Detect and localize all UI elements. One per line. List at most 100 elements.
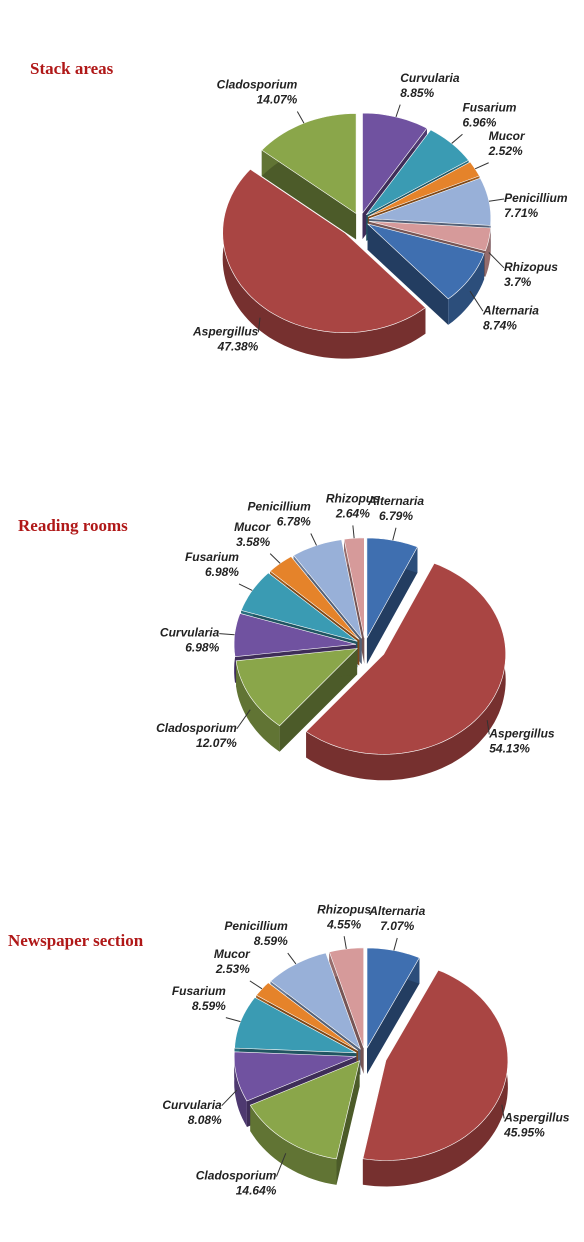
slice-label: Cladosporium [156, 721, 237, 735]
leader-line [310, 533, 317, 546]
slice-value-label: 14.64% [236, 1184, 277, 1198]
leader-line [352, 525, 355, 539]
leader-line [225, 1017, 241, 1023]
slice-value-label: 7.71% [504, 206, 538, 220]
pie-slice [328, 947, 364, 1049]
slice-value-label: 6.98% [205, 565, 239, 579]
slice-value-label: 6.98% [185, 641, 219, 655]
pie-slice [367, 161, 480, 217]
leader-line [343, 936, 347, 949]
slice-value-label: 8.85% [400, 86, 434, 100]
slice-label: Mucor [214, 947, 251, 961]
leader-line [287, 952, 297, 965]
leader-line [249, 980, 263, 990]
slice-value-label: 2.64% [335, 507, 370, 521]
slice-side [336, 1060, 360, 1185]
slice-label: Aspergillus [488, 727, 555, 741]
slice-value-label: 14.07% [257, 93, 298, 107]
pie-slice [343, 537, 365, 638]
leader-line [296, 111, 305, 124]
slice-label: Alternaria [367, 494, 424, 508]
leader-line [451, 133, 463, 144]
slice-side [234, 1051, 247, 1127]
slice-side [236, 660, 280, 752]
slice-value-label: 4.55% [326, 917, 361, 931]
slice-value-label: 2.52% [488, 144, 523, 158]
slice-side [250, 1105, 337, 1185]
slice-label: Fusarium [185, 550, 239, 564]
pie-slice [366, 947, 420, 1050]
leader-line [501, 1104, 505, 1119]
slice-side [366, 546, 418, 664]
leader-line [486, 720, 490, 735]
slice-label: Mucor [234, 520, 271, 534]
slice-side [485, 228, 491, 277]
slice-label: Cladosporium [196, 1169, 277, 1183]
slice-value-label: 54.13% [489, 742, 530, 756]
leader-line [488, 198, 505, 202]
slice-label: Alternaria [368, 904, 425, 918]
slice-value-label: 7.07% [380, 919, 414, 933]
chart-title: Stack areas [30, 59, 114, 78]
pie-slice [366, 129, 470, 216]
slice-label: Fusarium [172, 984, 226, 998]
slice-label: Aspergillus [192, 325, 259, 339]
leader-line [257, 317, 261, 333]
slice-label: Penicillium [247, 500, 311, 514]
slice-value-label: 8.59% [192, 999, 226, 1013]
pie-slice [269, 556, 360, 640]
slice-side [306, 563, 506, 781]
leader-line [393, 937, 398, 951]
pie-slice [233, 1051, 357, 1102]
slice-value-label: 8.59% [254, 934, 288, 948]
pie-slice [233, 613, 357, 658]
leader-line [236, 709, 251, 730]
pie-slice [368, 221, 491, 252]
slice-value-label: 6.79% [379, 509, 413, 523]
slice-label: Curvularia [160, 626, 220, 640]
slice-label: Penicillium [224, 919, 288, 933]
leader-line [269, 553, 281, 564]
pie-slice [293, 539, 362, 639]
pie-slice [305, 562, 507, 755]
slice-label: Cladosporium [217, 78, 298, 92]
pie-slice [362, 969, 509, 1161]
leader-line [474, 162, 489, 170]
leader-line [488, 252, 505, 269]
slice-label: Curvularia [162, 1098, 222, 1112]
pie-slice [270, 952, 361, 1050]
slice-value-label: 3.58% [236, 535, 270, 549]
chart-title: Newspaper section [8, 931, 144, 950]
pie-slice [249, 1060, 361, 1160]
pie-slice [366, 537, 418, 640]
pie-slice [235, 648, 358, 727]
slice-label: Rhizopus [326, 492, 380, 506]
pie-slice [240, 572, 358, 642]
pie-slice [234, 997, 357, 1054]
chart-title: Reading rooms [18, 516, 128, 535]
slice-value-label: 45.95% [503, 1126, 545, 1140]
leader-line [469, 290, 484, 312]
pie-slice [367, 223, 485, 300]
pie-slice [222, 168, 426, 333]
leader-line [395, 104, 401, 118]
slice-label: Rhizopus [317, 902, 371, 916]
slice-value-label: 2.53% [215, 962, 250, 976]
leader-line [238, 583, 253, 591]
slice-side [367, 223, 449, 325]
slice-value-label: 8.08% [188, 1113, 222, 1127]
slice-value-label: 6.78% [277, 515, 311, 529]
slice-label: Penicillium [504, 191, 568, 205]
slice-side [261, 150, 357, 240]
leader-line [392, 527, 397, 541]
slice-label: Rhizopus [504, 260, 558, 274]
leader-line [275, 1153, 287, 1177]
slice-side [362, 970, 508, 1187]
slice-value-label: 12.07% [196, 736, 237, 750]
slice-value-label: 47.38% [217, 340, 259, 354]
slice-label: Aspergillus [503, 1111, 570, 1125]
leader-line [219, 633, 235, 636]
pie-slice [255, 982, 359, 1051]
slice-value-label: 6.96% [462, 115, 496, 129]
